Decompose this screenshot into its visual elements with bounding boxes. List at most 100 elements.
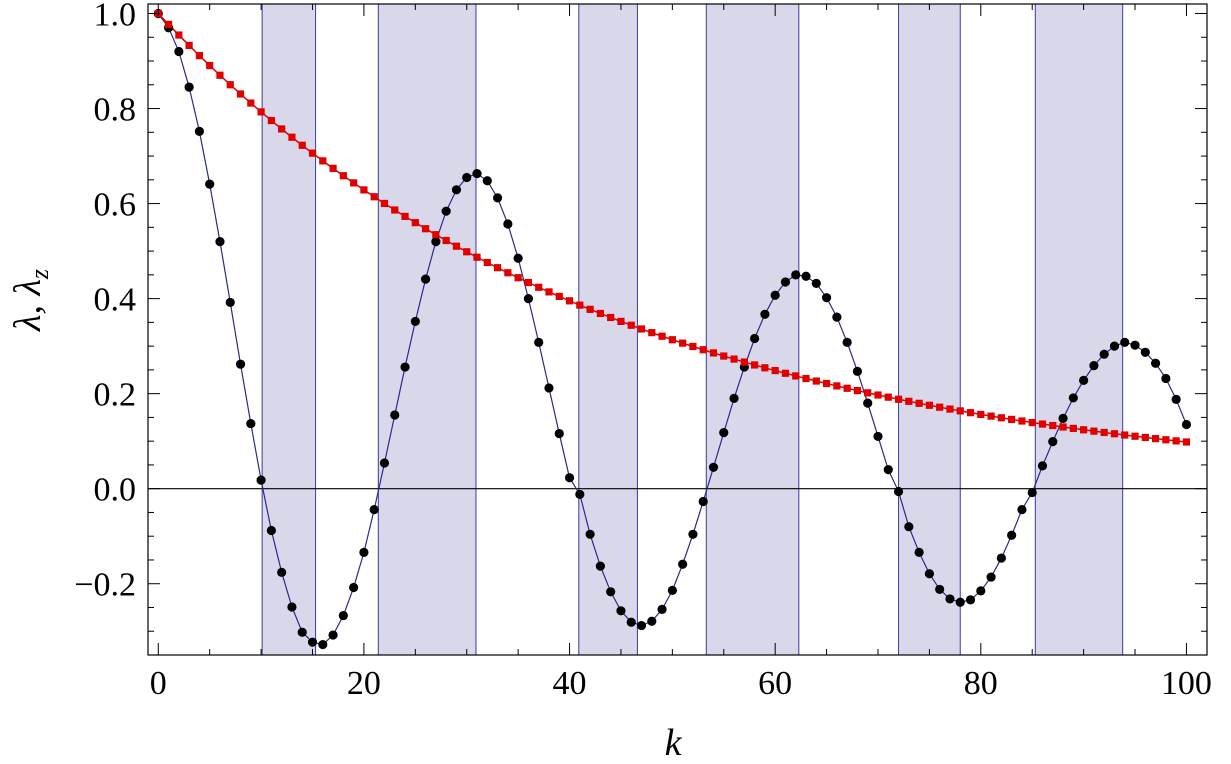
series-markers [153,8,1192,650]
series-0-point-78 [955,597,965,607]
series-1-point-21 [370,193,378,201]
series-0-point-92 [1099,349,1109,359]
series-0-point-39 [554,428,564,439]
series-0-point-11 [266,525,276,536]
series-0-point-24 [400,362,410,372]
x-tick-label-5: 100 [1161,665,1212,702]
series-0-point-84 [1017,504,1027,515]
series-0-point-64 [811,278,821,289]
series-0-point-27 [431,236,441,247]
series-0-point-42 [585,529,595,539]
series-0-point-98 [1161,373,1171,384]
plot-frame [147,3,1208,656]
series-1-point-5 [206,61,214,70]
series-1-point-81 [987,412,995,420]
series-1-point-78 [956,407,964,415]
series-0-point-96 [1140,347,1150,357]
series-1-point-28 [442,236,450,245]
series-1-point-29 [452,242,461,250]
series-0-point-69 [863,398,873,408]
series-0-point-15 [307,637,318,647]
y-tick-label-5: 0.8 [94,92,137,129]
series-1-point-55 [720,352,728,360]
series-1-point-77 [946,405,954,413]
series-0-point-25 [410,316,420,327]
series-1-point-19 [350,179,358,187]
series-1-point-22 [380,199,389,208]
shaded-band-1 [377,3,477,656]
y-tick-label-4: 0.6 [94,187,137,224]
y-tick-label-1: 0.0 [94,472,137,509]
series-0-point-2 [174,46,184,57]
series-1-point-27 [432,231,440,239]
series-0-point-35 [513,253,523,263]
series-1-point-46 [627,321,635,329]
series-0-point-52 [688,529,698,539]
series-1-point-45 [617,317,625,326]
series-1-point-58 [751,361,759,369]
series-1-point-49 [658,332,666,340]
series-1-point-97 [1151,435,1160,443]
series-1-point-6 [216,71,224,79]
series-0-point-44 [606,587,616,597]
series-0-point-40 [564,473,575,483]
series-0-point-32 [482,176,492,186]
series-1-point-2 [175,31,183,39]
series-0-point-66 [832,312,842,322]
series-1-point-25 [411,219,419,227]
series-0-point-45 [616,606,626,616]
series-0-point-82 [996,553,1006,563]
series-1-point-41 [576,301,584,309]
series-1-point-99 [1172,437,1180,445]
series-0-point-16 [318,639,328,650]
series-0-point-80 [976,586,986,596]
series-1-point-63 [802,374,810,383]
series-0-point-94 [1120,337,1130,347]
series-1-point-95 [1131,432,1139,440]
series-1-point-65 [822,379,831,388]
series-1-point-7 [226,81,234,89]
series-0-point-26 [421,274,431,284]
series-0-point-50 [667,585,677,595]
shaded-band-3 [705,3,800,656]
series-0-point-53 [698,496,708,507]
series-1-point-69 [864,389,872,397]
series-0-point-90 [1079,375,1089,385]
series-0-point-85 [1027,487,1037,498]
series-0-point-54 [708,462,719,472]
series-0-point-88 [1058,413,1068,423]
series-1-point-85 [1028,418,1036,427]
y-tick-label-0: −0.2 [74,567,136,604]
y-axis-label-subscript: z [25,269,54,280]
series-1-point-59 [761,364,769,372]
series-1-point-16 [319,157,327,165]
series-0-point-48 [647,616,657,626]
series-1-point-79 [966,409,975,417]
series-0-point-87 [1048,437,1058,447]
series-1-point-51 [679,339,687,347]
series-1-point-1 [164,20,173,29]
series-1-point-3 [185,41,193,50]
series-0-point-58 [750,333,760,344]
series-0-point-18 [338,610,348,621]
y-axis-label: λ, λz [7,269,54,332]
series-0-point-97 [1150,358,1161,368]
series-1-point-67 [843,384,851,392]
series-0-point-31 [472,169,482,179]
series-1-point-42 [586,305,594,313]
series-0-point-63 [801,271,811,281]
series-1-point-82 [997,414,1005,422]
series-1-point-24 [401,212,409,220]
series-0-point-9 [246,418,256,429]
series-0-point-68 [852,366,863,376]
series-1-point-57 [740,358,748,366]
series-0-point-73 [904,522,914,532]
series-0-point-4 [194,126,205,136]
series-1-point-47 [637,325,646,333]
series-1-point-35 [514,274,522,282]
x-tick-label-4: 80 [964,665,998,702]
series-0-point-20 [359,547,369,557]
series-0-point-43 [595,561,605,571]
series-0-point-62 [791,270,801,280]
